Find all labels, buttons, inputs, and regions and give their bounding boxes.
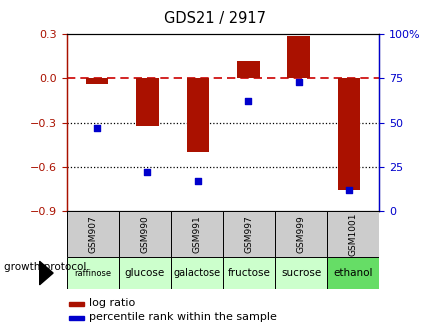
Bar xyxy=(274,211,326,257)
Bar xyxy=(274,257,326,289)
Text: GSM990: GSM990 xyxy=(140,215,149,253)
Bar xyxy=(69,316,84,320)
Polygon shape xyxy=(40,261,53,285)
Text: GDS21 / 2917: GDS21 / 2917 xyxy=(164,11,266,26)
Text: percentile rank within the sample: percentile rank within the sample xyxy=(89,312,276,322)
Text: GSM991: GSM991 xyxy=(192,215,201,253)
Point xyxy=(144,169,150,175)
Bar xyxy=(67,257,119,289)
Point xyxy=(194,178,201,183)
Point xyxy=(244,99,251,104)
Bar xyxy=(67,211,119,257)
Bar xyxy=(337,78,359,190)
Bar xyxy=(119,257,171,289)
Bar xyxy=(86,78,108,84)
Text: glucose: glucose xyxy=(125,268,165,278)
Point xyxy=(345,187,352,192)
Text: GSM1001: GSM1001 xyxy=(348,212,357,256)
Text: GSM999: GSM999 xyxy=(296,215,305,253)
Bar xyxy=(69,302,84,306)
Text: log ratio: log ratio xyxy=(89,299,135,308)
Text: galactose: galactose xyxy=(173,268,220,278)
Text: ethanol: ethanol xyxy=(333,268,372,278)
Bar xyxy=(171,257,223,289)
Bar xyxy=(223,257,274,289)
Bar xyxy=(119,211,171,257)
Point xyxy=(93,125,100,130)
Text: GSM997: GSM997 xyxy=(244,215,253,253)
Text: growth protocol: growth protocol xyxy=(4,262,86,271)
Bar xyxy=(237,61,259,78)
Bar xyxy=(136,78,158,126)
Bar xyxy=(223,211,274,257)
Text: sucrose: sucrose xyxy=(280,268,320,278)
Bar xyxy=(186,78,209,152)
Bar xyxy=(287,36,309,78)
Bar xyxy=(326,211,378,257)
Text: raffinose: raffinose xyxy=(74,268,111,278)
Bar xyxy=(326,257,378,289)
Text: fructose: fructose xyxy=(227,268,270,278)
Bar xyxy=(171,211,223,257)
Text: GSM907: GSM907 xyxy=(88,215,97,253)
Point xyxy=(295,79,301,85)
